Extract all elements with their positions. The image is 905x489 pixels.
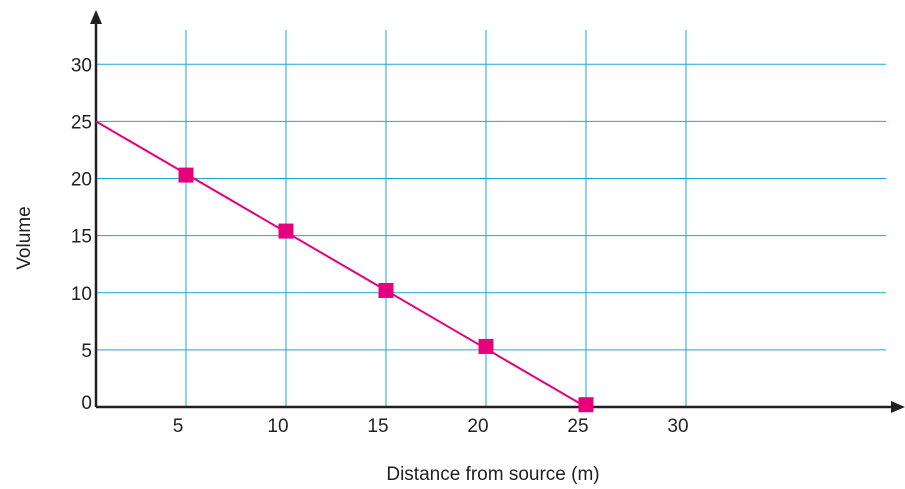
data-point [478,338,494,354]
x-tick-label: 10 [267,416,288,437]
x-axis-arrow [891,401,905,413]
y-tick-label: 20 [71,170,92,191]
y-tick-label: 25 [71,112,92,133]
data-point [278,223,294,239]
y-tick-label: 0 [81,393,92,414]
x-tick-label: 5 [173,416,184,437]
axes [90,10,905,413]
data-point [378,282,394,298]
y-tick-labels: 0 5 10 15 20 25 30 [71,55,92,414]
y-axis-arrow [90,10,102,24]
grid-lines [96,30,886,407]
x-tick-label: 20 [467,416,488,437]
data-point [578,397,594,413]
data-points [178,167,594,413]
x-tick-labels: 5 10 15 20 25 30 [173,416,689,437]
data-point [178,167,194,183]
y-tick-label: 5 [81,341,92,362]
y-tick-label: 30 [71,55,92,76]
x-tick-label: 15 [367,416,388,437]
x-tick-label: 30 [667,416,688,437]
y-tick-label: 15 [71,227,92,248]
x-axis-label: Distance from source (m) [386,464,599,485]
series-line [95,120,587,408]
y-tick-label: 10 [71,284,92,305]
y-axis-label: Volume [14,206,35,269]
x-tick-label: 25 [567,416,588,437]
